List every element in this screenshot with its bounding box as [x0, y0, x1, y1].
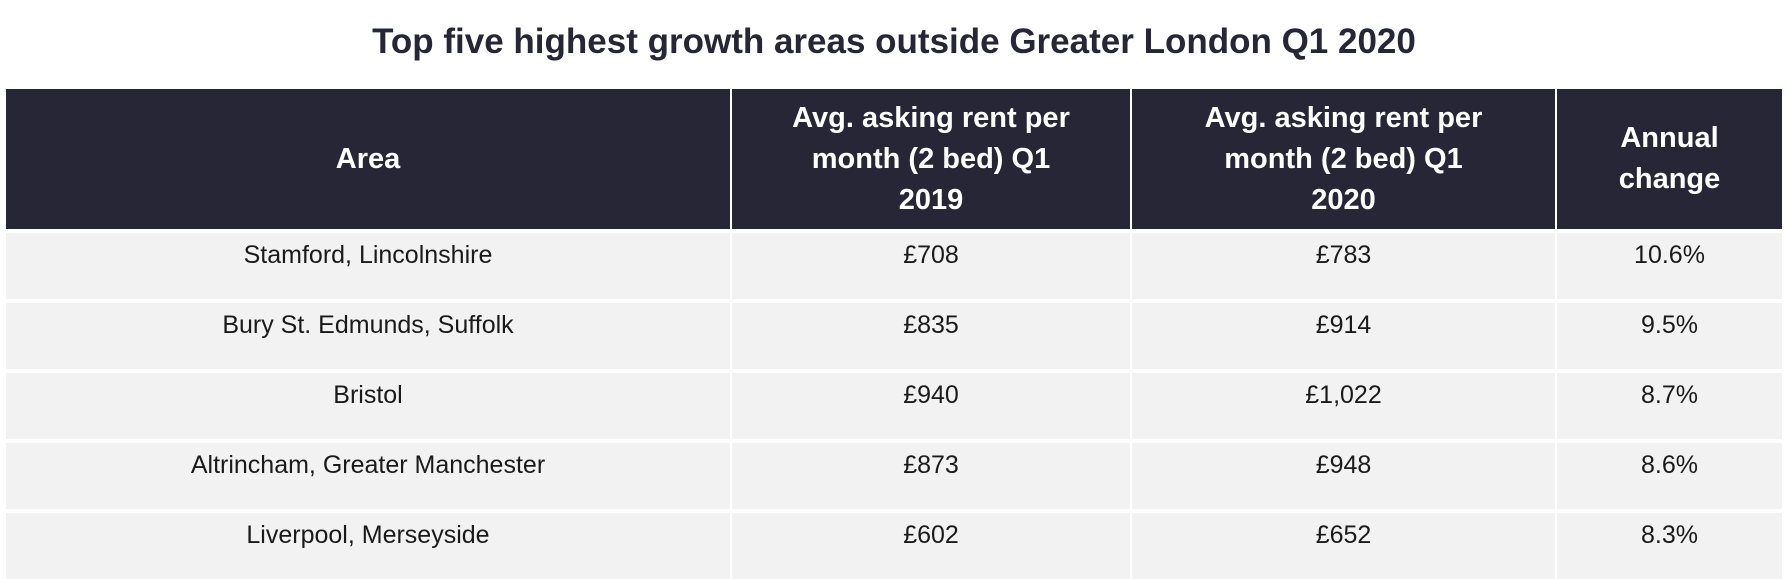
cell-area: Liverpool, Merseyside	[6, 509, 731, 579]
header-annual-change: Annual change	[1555, 89, 1782, 231]
table-row: Stamford, Lincolnshire £708 £783 10.6%	[6, 229, 1782, 301]
cell-rent-2020: £948	[1130, 439, 1556, 511]
header-row: Area Avg. asking rent per month (2 bed) …	[6, 89, 1782, 231]
header-area: Area	[6, 89, 731, 231]
cell-annual-change: 10.6%	[1555, 229, 1782, 301]
cell-area: Stamford, Lincolnshire	[6, 229, 731, 301]
cell-rent-2019: £602	[730, 509, 1131, 579]
table-row: Altrincham, Greater Manchester £873 £948 8.…	[6, 439, 1782, 511]
growth-areas-table: Area Avg. asking rent per month (2 bed) …	[6, 89, 1782, 579]
cell-annual-change: 8.3%	[1555, 509, 1782, 579]
table-row: Liverpool, Merseyside £602 £652 8.3%	[6, 509, 1782, 579]
header-rent-2020: Avg. asking rent per month (2 bed) Q1 20…	[1130, 89, 1556, 231]
cell-rent-2020: £1,022	[1130, 369, 1556, 441]
table-row: Bristol £940 £1,022 8.7%	[6, 369, 1782, 441]
cell-rent-2020: £783	[1130, 229, 1556, 301]
cell-rent-2020: £914	[1130, 299, 1556, 371]
cell-area: Altrincham, Greater Manchester	[6, 439, 731, 511]
cell-annual-change: 9.5%	[1555, 299, 1782, 371]
table-row: Bury St. Edmunds, Suffolk £835 £914 9.5%	[6, 299, 1782, 371]
cell-rent-2019: £940	[730, 369, 1131, 441]
cell-rent-2020: £652	[1130, 509, 1556, 579]
table-title: Top five highest growth areas outside Gr…	[372, 22, 1416, 61]
cell-area: Bristol	[6, 369, 731, 441]
cell-annual-change: 8.6%	[1555, 439, 1782, 511]
cell-rent-2019: £873	[730, 439, 1131, 511]
header-rent-2019: Avg. asking rent per month (2 bed) Q1 20…	[730, 89, 1131, 231]
cell-annual-change: 8.7%	[1555, 369, 1782, 441]
cell-rent-2019: £835	[730, 299, 1131, 371]
cell-rent-2019: £708	[730, 229, 1131, 301]
cell-area: Bury St. Edmunds, Suffolk	[6, 299, 731, 371]
